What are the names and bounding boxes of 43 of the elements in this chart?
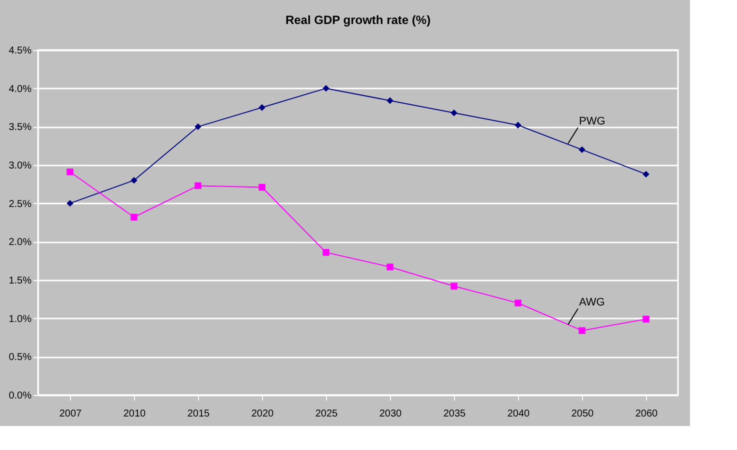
point bbox=[194, 123, 202, 130]
point bbox=[642, 170, 650, 178]
y-tick-label: 2.5% bbox=[8, 198, 32, 210]
point bbox=[578, 327, 586, 334]
series-label: PWG bbox=[579, 116, 606, 128]
y-tick-label: 0.0% bbox=[8, 390, 32, 402]
point bbox=[322, 249, 330, 256]
x-tick-label: 2040 bbox=[507, 408, 530, 420]
x-tick-label: 2060 bbox=[635, 408, 658, 420]
point bbox=[66, 200, 74, 207]
y-tick-label: 0.5% bbox=[8, 352, 32, 364]
point bbox=[514, 122, 522, 128]
point bbox=[578, 146, 586, 154]
point bbox=[66, 168, 74, 176]
y-tick-label: 1.5% bbox=[8, 276, 32, 286]
point bbox=[258, 184, 266, 191]
point bbox=[130, 214, 138, 220]
point bbox=[386, 264, 394, 270]
x-tick-label: 2007 bbox=[59, 408, 82, 420]
x-tick-label: 2010 bbox=[123, 408, 146, 420]
point bbox=[258, 104, 266, 111]
x-tick-label: 2015 bbox=[187, 408, 210, 420]
y-tick-label: 4.0% bbox=[8, 84, 32, 95]
point bbox=[130, 176, 138, 184]
point bbox=[450, 110, 458, 116]
chart-title: Real GDP growth rate (%) bbox=[285, 13, 431, 27]
y-tick-label: 2.0% bbox=[8, 237, 32, 248]
y-tick-label: 3.0% bbox=[8, 160, 32, 172]
x-tick-label: 2025 bbox=[315, 408, 338, 420]
y-tick-label: 1.0% bbox=[8, 314, 32, 325]
x-tick-label: 2030 bbox=[379, 408, 402, 420]
y-tick-label: 4.5% bbox=[8, 46, 32, 56]
point bbox=[450, 282, 458, 290]
point bbox=[642, 316, 650, 322]
series-label: AWG bbox=[579, 296, 605, 309]
x-tick-label: 2035 bbox=[443, 408, 466, 420]
x-tick-label: 2020 bbox=[251, 408, 274, 420]
point bbox=[514, 300, 522, 306]
point bbox=[386, 97, 394, 104]
y-tick-label: 3.5% bbox=[8, 122, 32, 134]
x-tick-label: 2050 bbox=[571, 408, 594, 420]
point bbox=[322, 84, 330, 92]
point bbox=[194, 182, 202, 190]
